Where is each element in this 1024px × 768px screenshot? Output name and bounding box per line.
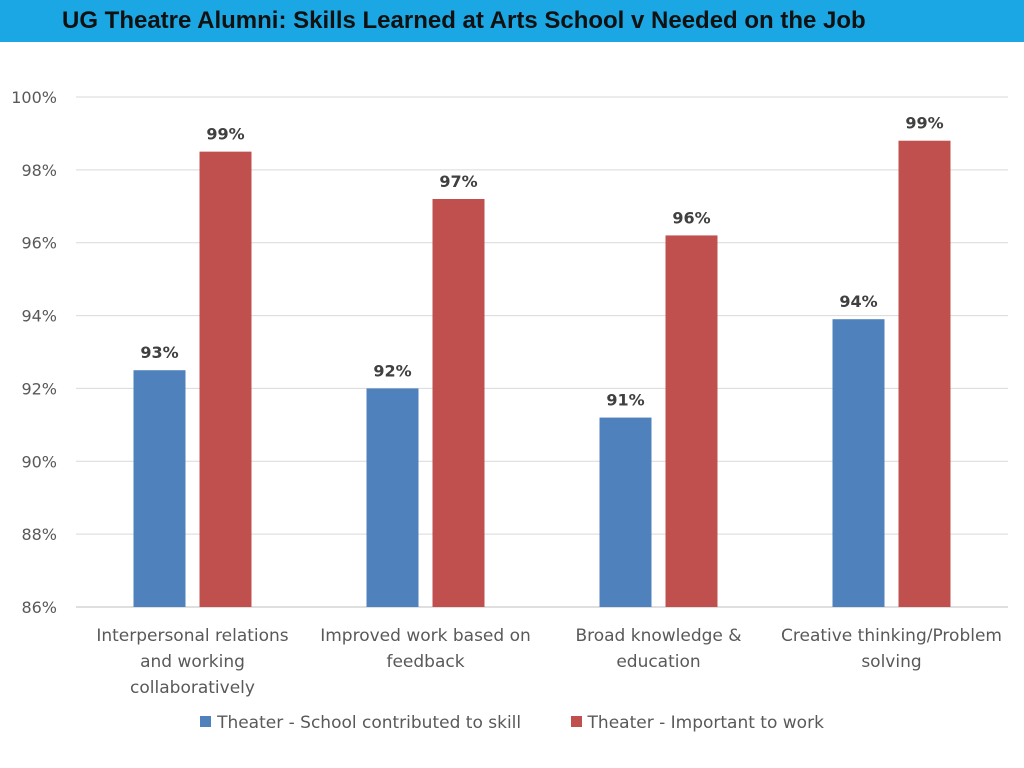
bar <box>199 151 252 607</box>
legend-label-school: Theater - School contributed to skill <box>217 713 522 733</box>
x-category-label: feedback <box>386 652 464 672</box>
page-title: UG Theatre Alumni: Skills Learned at Art… <box>62 7 866 34</box>
data-label: 94% <box>839 292 877 311</box>
bar <box>898 140 951 607</box>
data-label: 93% <box>140 343 178 362</box>
y-tick-label: 92% <box>21 379 57 398</box>
x-category-label: solving <box>861 652 921 672</box>
data-label: 99% <box>905 114 943 133</box>
x-category-label: collaboratively <box>130 678 255 698</box>
x-category-label: Improved work based on <box>320 626 531 646</box>
legend-item-school: Theater - School contributed to skill <box>200 713 521 733</box>
legend-swatch-school <box>200 715 212 727</box>
bar <box>432 199 485 607</box>
x-category-label: Interpersonal relations <box>96 626 288 646</box>
y-tick-label: 88% <box>21 525 57 544</box>
y-tick-label: 100% <box>11 88 57 107</box>
legend-swatch-work <box>570 715 582 727</box>
x-category-label: Creative thinking/Problem <box>781 626 1002 646</box>
y-tick-label: 94% <box>21 307 57 326</box>
y-tick-label: 98% <box>21 161 57 180</box>
data-label: 97% <box>439 172 477 191</box>
bar-chart: 86% 88% 90% 92% 94% 96% 98% 100% 93% 99% Interpers… <box>11 88 1008 698</box>
data-label: 92% <box>373 361 411 380</box>
y-tick-label: 96% <box>21 234 57 253</box>
bar <box>832 319 885 607</box>
y-tick-label: 90% <box>21 452 57 471</box>
chart-legend: Theater - School contributed to skill Th… <box>0 713 1024 733</box>
title-bar: UG Theatre Alumni: Skills Learned at Art… <box>0 0 1024 42</box>
legend-label-work: Theater - Important to work <box>587 713 824 733</box>
data-label: 96% <box>672 208 710 227</box>
bar <box>133 370 186 607</box>
x-category-label: Broad knowledge & <box>575 626 741 646</box>
bar <box>599 417 652 607</box>
x-category-label: education <box>616 652 700 672</box>
bar <box>366 388 419 607</box>
y-tick-label: 86% <box>21 598 57 617</box>
bar <box>665 235 718 607</box>
legend-item-work: Theater - Important to work <box>570 713 824 733</box>
data-label: 91% <box>606 391 644 410</box>
x-category-label: and working <box>140 652 245 672</box>
data-label: 99% <box>206 125 244 144</box>
